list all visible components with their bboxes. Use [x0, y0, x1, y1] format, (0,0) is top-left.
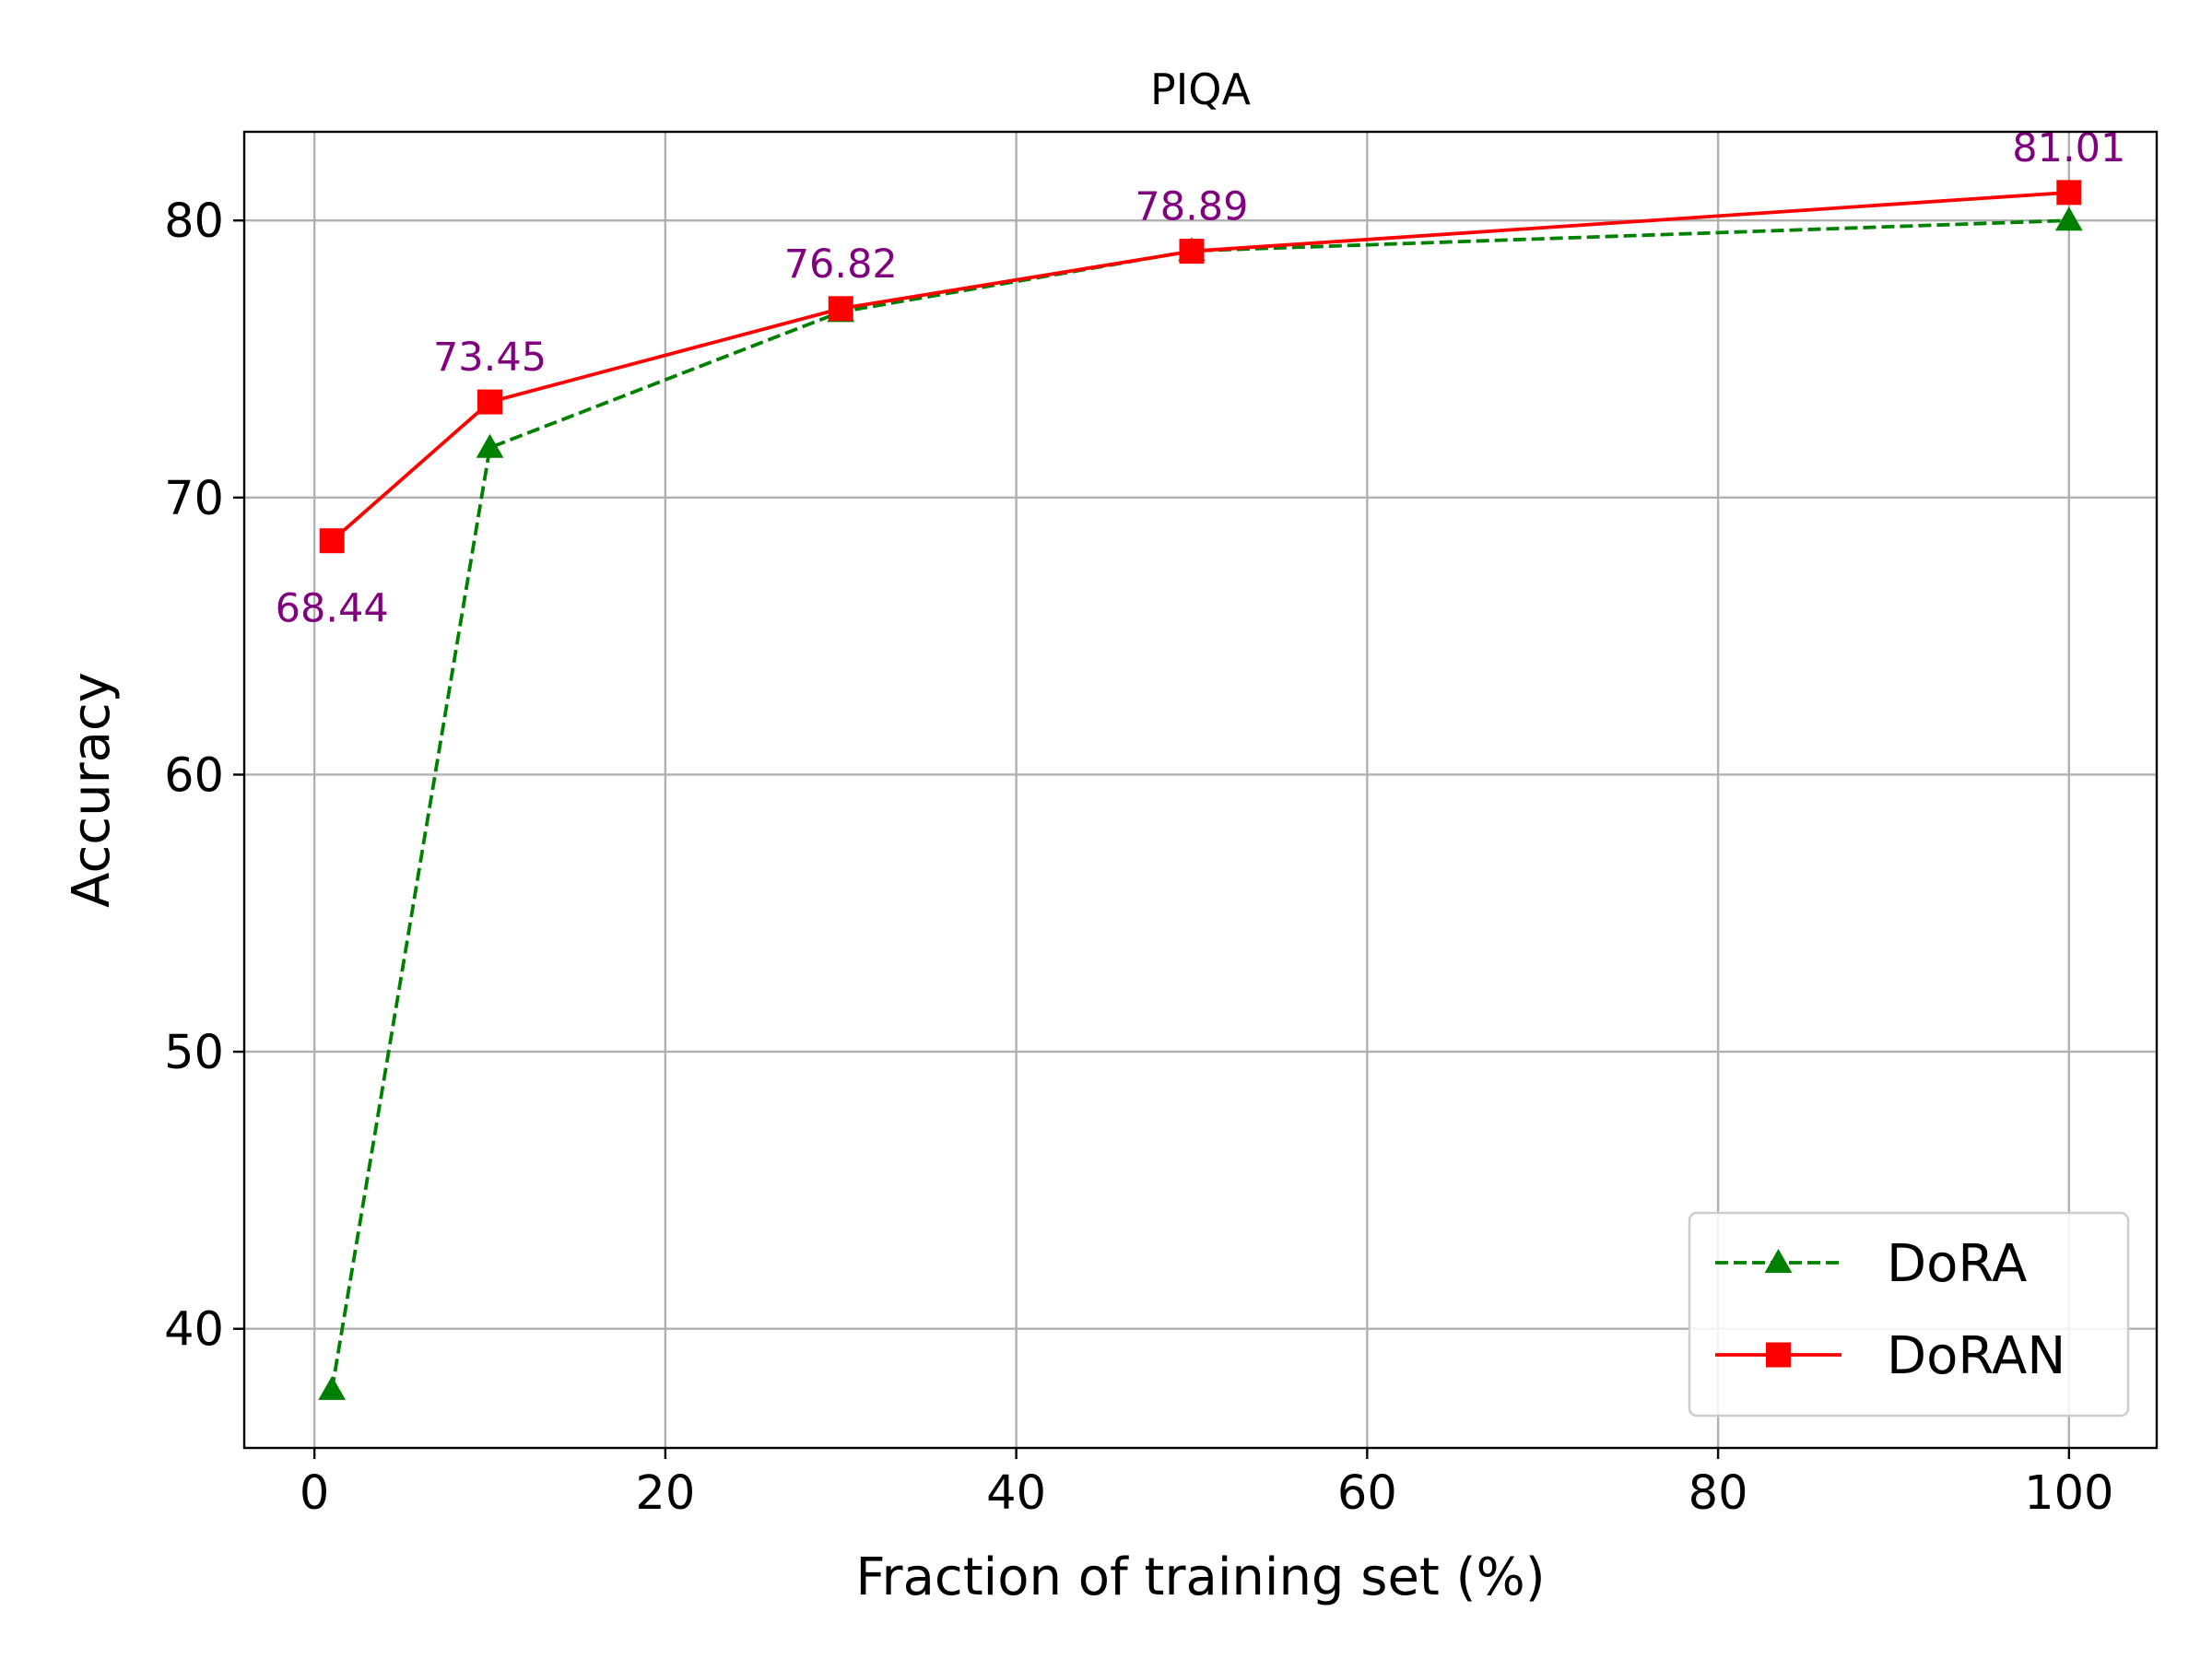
x-tick-label: 0	[300, 1466, 329, 1521]
x-tick-label: 80	[1688, 1466, 1748, 1521]
grid	[244, 132, 2157, 1448]
doran-point	[1179, 239, 1205, 265]
series-doran	[319, 180, 2082, 554]
dora-point	[318, 1375, 347, 1400]
doran-point	[828, 296, 853, 322]
legend-doran-marker	[1766, 1342, 1791, 1368]
plot-frame	[242, 130, 2159, 1450]
y-tick-label: 80	[164, 194, 224, 249]
dora-point	[476, 433, 504, 458]
series-layer	[318, 180, 2083, 1400]
data-label: 76.82	[784, 241, 898, 288]
doran-point	[477, 389, 503, 415]
legend: DoRA DoRAN	[1688, 1211, 2130, 1418]
data-label: 68.44	[276, 586, 389, 632]
y-tick-label: 50	[164, 1026, 224, 1080]
y-tick-label: 60	[164, 748, 224, 803]
legend-doran-label: DoRAN	[1887, 1326, 2065, 1386]
legend-dora-marker	[1764, 1248, 1793, 1273]
x-tick-label: 60	[1337, 1466, 1397, 1521]
chart-title: PIQA	[1150, 65, 1252, 114]
legend-dora-label: DoRA	[1887, 1234, 2027, 1294]
x-tick-label: 40	[986, 1466, 1046, 1521]
x-axis-label: Fraction of training set (%)	[855, 1547, 1545, 1607]
doran-point	[2056, 180, 2082, 206]
y-axis-label: Accuracy	[62, 672, 122, 908]
x-tick-label: 20	[635, 1466, 695, 1521]
y-tick-label: 40	[164, 1303, 224, 1358]
data-label: 78.89	[1135, 184, 1248, 230]
data-label: 73.45	[433, 335, 547, 381]
doran-point	[319, 528, 345, 554]
x-tick-label: 100	[2024, 1466, 2113, 1521]
dora-point	[2054, 206, 2083, 231]
axes: 0 20 40 60 80 100 40 50 60 70 80	[164, 194, 2113, 1521]
y-tick-label: 70	[164, 472, 224, 526]
